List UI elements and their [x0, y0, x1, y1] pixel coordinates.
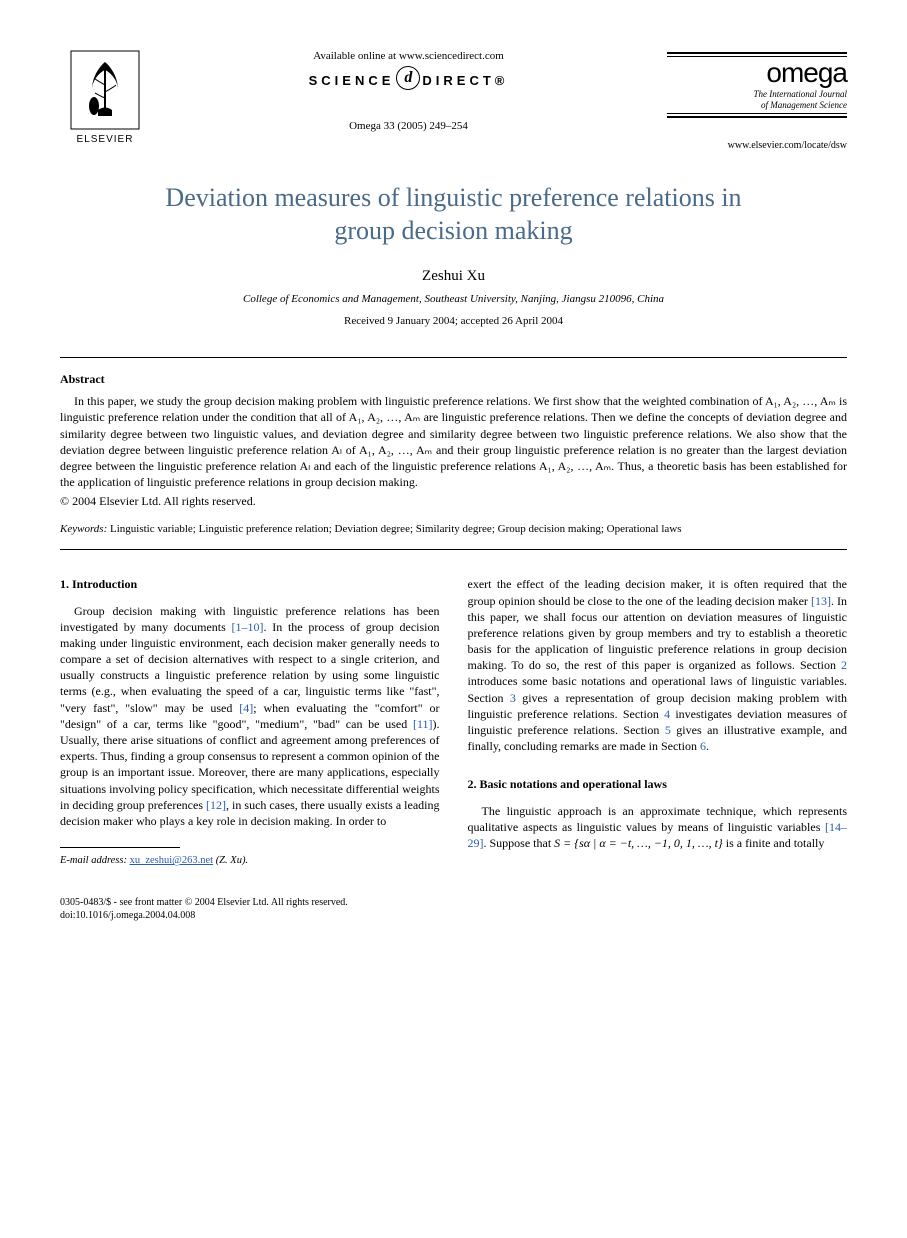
s1-t12: . [706, 739, 709, 753]
publisher-logo-block: ELSEVIER [60, 50, 150, 145]
page-footer: 0305-0483/$ - see front matter © 2004 El… [60, 896, 847, 922]
journal-block: omega The International Journal of Manag… [667, 50, 847, 151]
ref-13[interactable]: [13] [811, 594, 831, 608]
journal-url[interactable]: www.elsevier.com/locate/dsw [667, 140, 847, 151]
abstract-text: In this paper, we study the group decisi… [60, 393, 847, 490]
s2-t1: The linguistic approach is an approximat… [468, 804, 848, 834]
title-line-2: group decision making [334, 216, 572, 245]
keywords-text: Linguistic variable; Linguistic preferen… [107, 523, 681, 535]
journal-name: omega [667, 59, 847, 87]
section-1-para-cont: exert the effect of the leading decision… [468, 576, 848, 754]
keywords-label: Keywords: [60, 523, 107, 535]
footer-line-1: 0305-0483/$ - see front matter © 2004 El… [60, 896, 847, 909]
footer-doi: doi:10.1016/j.omega.2004.04.008 [60, 909, 847, 922]
email-line: E-mail address: xu_zeshui@263.net (Z. Xu… [60, 854, 440, 868]
article-dates: Received 9 January 2004; accepted 26 Apr… [60, 315, 847, 327]
rule-below-keywords [60, 549, 847, 550]
publisher-label: ELSEVIER [60, 134, 150, 145]
column-right: exert the effect of the leading decision… [468, 576, 848, 868]
paper-title: Deviation measures of linguistic prefere… [60, 181, 847, 249]
email-tail: (Z. Xu). [213, 855, 248, 866]
ref-12[interactable]: [12] [206, 798, 226, 812]
header-center: Available online at www.sciencedirect.co… [150, 50, 667, 132]
section-2-para: The linguistic approach is an approximat… [468, 803, 848, 852]
s2-formula: S = {sα | α = −t, …, −1, 0, 1, …, t} [554, 836, 723, 850]
ref-11[interactable]: [11] [413, 717, 433, 731]
footnote-separator [60, 847, 180, 848]
rule-above-abstract [60, 357, 847, 358]
section-1-para: Group decision making with linguistic pr… [60, 603, 440, 830]
s1-t6: exert the effect of the leading decision… [468, 577, 848, 607]
available-online-text: Available online at www.sciencedirect.co… [160, 50, 657, 62]
ref-sec2[interactable]: 2 [841, 658, 847, 672]
title-line-1: Deviation measures of linguistic prefere… [165, 183, 741, 212]
journal-subtitle-1: The International Journal [667, 89, 847, 100]
body-columns: 1. Introduction Group decision making wi… [60, 576, 847, 868]
ref-4[interactable]: [4] [239, 701, 253, 715]
ref-1-10[interactable]: [1–10] [232, 620, 264, 634]
s2-t3: is a finite and totally [723, 836, 825, 850]
copyright: © 2004 Elsevier Ltd. All rights reserved… [60, 494, 847, 509]
elsevier-tree-icon [70, 50, 140, 130]
page: ELSEVIER Available online at www.science… [0, 0, 907, 962]
email-address[interactable]: xu_zeshui@263.net [130, 855, 213, 866]
abstract-heading: Abstract [60, 372, 847, 387]
affiliation: College of Economics and Management, Sou… [60, 293, 847, 305]
section-2-heading: 2. Basic notations and operational laws [468, 776, 848, 792]
section-1-heading: 1. Introduction [60, 576, 440, 592]
email-label: E-mail address: [60, 855, 127, 866]
sd-d-icon: d [396, 66, 420, 90]
s2-t2: . Suppose that [484, 836, 555, 850]
column-left: 1. Introduction Group decision making wi… [60, 576, 440, 868]
sd-left: SCIENCE [309, 73, 395, 88]
journal-subtitle-2: of Management Science [667, 100, 847, 111]
citation: Omega 33 (2005) 249–254 [160, 120, 657, 132]
author: Zeshui Xu [60, 268, 847, 285]
sciencedirect-logo: SCIENCE d DIRECT® [309, 68, 509, 92]
keywords: Keywords: Linguistic variable; Linguisti… [60, 523, 847, 535]
abstract-body: In this paper, we study the group decisi… [60, 393, 847, 490]
header: ELSEVIER Available online at www.science… [60, 50, 847, 151]
sd-right: DIRECT® [422, 73, 508, 88]
